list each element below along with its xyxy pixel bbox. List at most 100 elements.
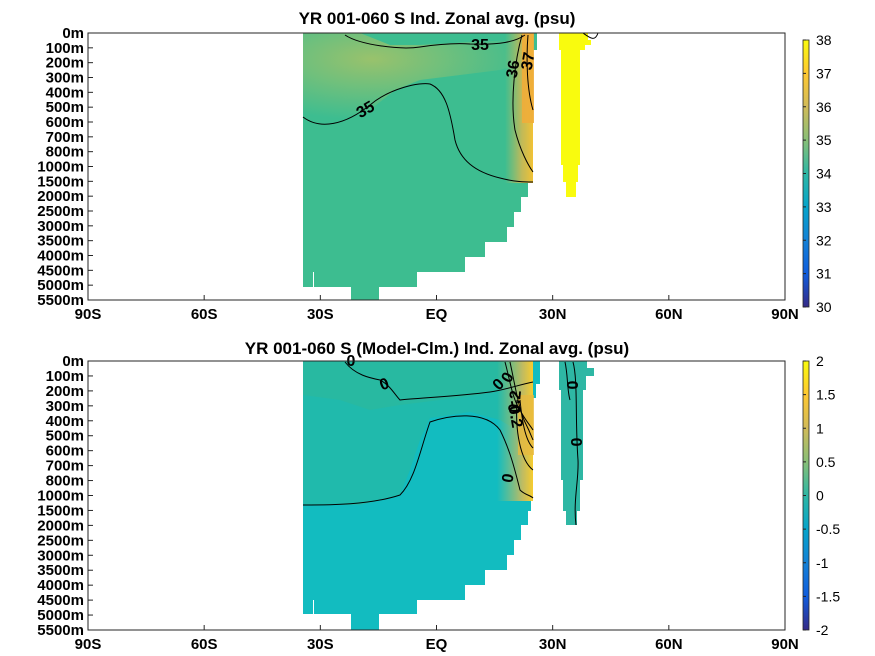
panel2-contour [572,361,579,526]
panel1-y-tick-labels: 0m100m200m300m400m500m600m700m800m1000m1… [37,25,93,309]
panel1-contour-label: 37 [519,51,539,72]
y-tick-label: 1500m [37,173,84,190]
y-tick-label: 1000m [37,488,84,505]
x-tick-label: EQ [426,636,448,653]
colorbar-tick-label: 31 [816,266,832,282]
panel1-x-tick-labels: 90S 60S 30S EQ 30N 60N 90N [75,295,799,323]
colorbar-tick-label: 30 [816,299,832,315]
panel2-contour [519,399,534,449]
panel2-contour-label: 0 [499,472,517,484]
y-tick-label: 400m [46,413,84,430]
y-tick-label: 5500m [37,292,84,309]
y-tick-label: 200m [46,383,84,400]
y-tick-label: 800m [46,473,84,490]
y-tick-label: 800m [46,144,84,161]
y-tick-label: 700m [46,129,84,146]
colorbar-tick-label: -2 [816,622,829,638]
y-tick-label: 2500m [37,532,84,549]
colorbar-tick-label: 2 [816,353,824,369]
colorbar-tick-label: 36 [816,99,832,115]
panel-salinity: YR 001-060 S Ind. Zonal avg. (psu) 35 35… [37,9,832,323]
x-tick-label: 90N [771,306,799,323]
panel1-gulf-column [559,33,591,197]
panel-anomaly: YR 001-060 S (Model-Clm.) Ind. Zonal avg… [37,339,840,653]
panel1-upper-salty-water [303,33,533,120]
x-tick-label: 30N [539,636,567,653]
y-tick-label: 100m [46,368,84,385]
panel2-contour-label: 0 [569,437,586,446]
panel2-contour [504,361,534,431]
panel1-contour [582,32,599,39]
y-tick-label: 0m [62,353,84,370]
y-tick-label: 3500m [37,562,84,579]
y-tick-label: 300m [46,70,84,87]
colorbar-tick-label: -1.5 [816,588,840,604]
panel2-upper-anomaly [303,361,520,410]
y-tick-label: 100m [46,40,84,57]
y-tick-label: 5000m [37,277,84,294]
panel2-contour-label: 0 [565,380,582,389]
panel2-title: YR 001-060 S (Model-Clm.) Ind. Zonal avg… [245,339,629,358]
x-tick-label: EQ [426,306,448,323]
y-tick-label: 3000m [37,218,84,235]
panel2-colorbar-ticks: 2 1.5 1 0.5 0 -0.5 -1 -1.5 -2 [803,353,840,638]
y-tick-label: 3000m [37,547,84,564]
x-tick-label: 60N [655,636,683,653]
y-tick-label: 4500m [37,262,84,279]
x-tick-label: 30S [307,306,334,323]
panel1-contour [344,34,526,49]
colorbar-tick-label: 33 [816,199,832,215]
panel1-contour [512,34,534,173]
panel1-colorbar-ticks: 30 31 32 33 34 35 36 37 38 [803,32,832,315]
colorbar-tick-label: 0 [816,488,824,504]
y-tick-label: 2500m [37,203,84,220]
y-tick-label: 2000m [37,188,84,205]
panel2-contour-label: 0.2 [506,390,525,414]
y-tick-label: 500m [46,99,84,116]
panel2-gulf-column [559,361,594,525]
y-tick-label: 3500m [37,233,84,250]
panel2-contour [344,361,534,401]
y-tick-label: 5000m [37,607,84,624]
panel2-x-tick-labels: 90S 60S 30S EQ 30N 60N 90N [75,625,799,653]
x-tick-label: 90N [771,636,799,653]
y-tick-label: 200m [46,55,84,72]
panel2-contour [564,361,571,401]
y-tick-label: 1500m [37,502,84,519]
y-tick-label: 500m [46,428,84,445]
colorbar-tick-label: -0.5 [816,521,840,537]
y-tick-label: 4000m [37,248,84,265]
y-tick-label: 5500m [37,622,84,639]
x-tick-label: 60S [191,306,218,323]
panel2-contour [516,399,534,471]
y-tick-label: 0m [62,25,84,42]
colorbar-tick-label: 38 [816,32,832,48]
x-tick-label: 60N [655,306,683,323]
panel1-contour [526,34,534,111]
panel2-y-tick-labels: 0m100m200m300m400m500m600m700m800m1000m1… [37,353,93,639]
y-tick-label: 2000m [37,517,84,534]
panel1-contour-label: 36 [504,59,524,80]
colorbar-tick-label: 34 [816,166,832,182]
colorbar-tick-label: 37 [816,65,832,81]
panel2-contour [509,361,534,441]
colorbar-tick-label: -1 [816,555,829,571]
x-tick-label: 30N [539,306,567,323]
y-tick-label: 4500m [37,592,84,609]
panel1-title: YR 001-060 S Ind. Zonal avg. (psu) [299,9,576,28]
panel1-contour-label: 35 [354,98,378,122]
y-tick-label: 600m [46,114,84,131]
x-tick-label: 90S [75,636,102,653]
y-tick-label: 600m [46,443,84,460]
y-tick-label: 1000m [37,159,84,176]
colorbar-tick-label: 1 [816,420,824,436]
x-tick-label: 90S [75,306,102,323]
panel2-contour [302,415,534,506]
colorbar-tick-label: 1.5 [816,387,836,403]
y-tick-label: 700m [46,458,84,475]
colorbar-tick-label: 0.5 [816,454,836,470]
y-tick-label: 300m [46,398,84,415]
panel2-contour-label: -0.2 [504,399,526,429]
x-tick-label: 30S [307,636,334,653]
